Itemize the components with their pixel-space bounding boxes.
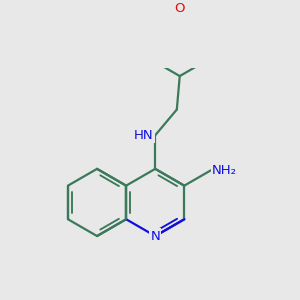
Text: NH₂: NH₂: [212, 164, 237, 177]
Text: N: N: [150, 230, 160, 242]
Text: O: O: [175, 2, 185, 15]
Text: HN: HN: [134, 129, 154, 142]
